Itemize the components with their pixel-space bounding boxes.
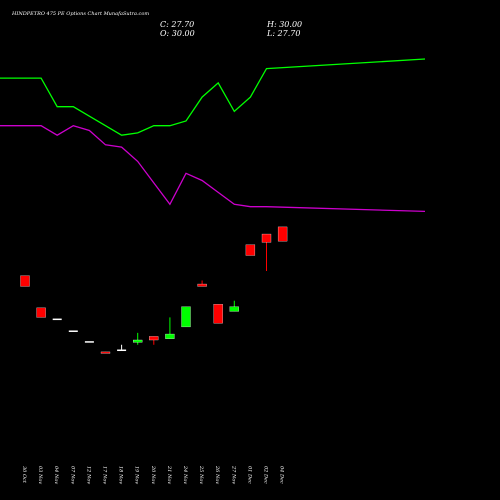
candle-04-dec (277, 226, 288, 242)
candle-body (84, 341, 94, 343)
candle-17-nov (100, 351, 111, 354)
x-tick-label: 30 Oct (21, 466, 27, 484)
x-tick-label: 03 Nov (37, 466, 43, 484)
candle-30-oct (20, 275, 30, 287)
low-readout: L: 27.70 (266, 29, 300, 38)
x-tick-label: 12 Nov (85, 466, 91, 484)
x-tick-label: 17 Nov (102, 466, 108, 484)
candle-body (52, 318, 62, 321)
candle-body (181, 306, 191, 328)
candle-21-nov (165, 317, 175, 339)
candle-02-dec (261, 233, 272, 271)
x-axis-ticks: 30 Oct 03 Nov 04 Nov 07 Nov 12 Nov 17 Nov 18 N… (21, 465, 285, 484)
candle-07-nov (68, 330, 78, 332)
candle-body (36, 307, 46, 318)
candle-body (197, 283, 207, 287)
candle-body (245, 244, 256, 256)
candle-body (165, 333, 175, 339)
x-tick-label: 21 Nov (166, 465, 172, 484)
x-tick-label: 04 Nov (53, 466, 59, 484)
indicator-line-1 (0, 58, 426, 136)
candle-body (213, 304, 223, 324)
candles (20, 226, 288, 354)
candle-03-nov (36, 307, 46, 318)
candle-body (133, 339, 143, 343)
x-tick-label: 24 Nov (182, 465, 188, 484)
candle-01-dec (245, 244, 256, 256)
high-readout: H: 30.00 (266, 20, 302, 29)
candle-body (277, 226, 288, 242)
x-tick-label: 07 Nov (69, 466, 75, 484)
candle-18-nov (117, 344, 127, 352)
candle-26-nov (213, 304, 223, 324)
candle-19-nov (133, 332, 143, 345)
x-tick-label: 04 Dec (279, 466, 285, 484)
candle-27-nov (229, 300, 239, 312)
x-tick-label: 01 Dec (246, 466, 252, 484)
candle-body (261, 233, 272, 243)
indicator-line-2 (0, 124, 426, 213)
indicator-lines (0, 58, 426, 213)
candle-body (68, 330, 78, 332)
candle-20-nov (149, 336, 159, 345)
x-tick-label: 02 Dec (263, 466, 269, 484)
candle-body (20, 275, 30, 287)
chart-title: HINDPETRO 475 PE Options Chart MunafaSut… (11, 11, 149, 17)
candle-body (117, 349, 127, 352)
candle-body (149, 336, 159, 341)
candle-body (100, 351, 111, 354)
candle-24-nov (181, 306, 191, 328)
candle-body (229, 306, 239, 312)
x-tick-label: 26 Nov (214, 465, 220, 484)
x-tick-label: 19 Nov (134, 466, 140, 484)
candle-12-nov (84, 341, 94, 343)
x-tick-label: 27 Nov (230, 465, 236, 484)
close-readout: C: 27.70 (160, 20, 194, 29)
x-tick-label: 18 Nov (118, 466, 124, 484)
x-tick-label: 25 Nov (198, 465, 204, 484)
x-tick-label: 20 Nov (150, 465, 156, 484)
open-readout: O: 30.00 (160, 29, 195, 38)
candle-25-nov (197, 280, 207, 287)
candle-04-nov (52, 318, 62, 321)
